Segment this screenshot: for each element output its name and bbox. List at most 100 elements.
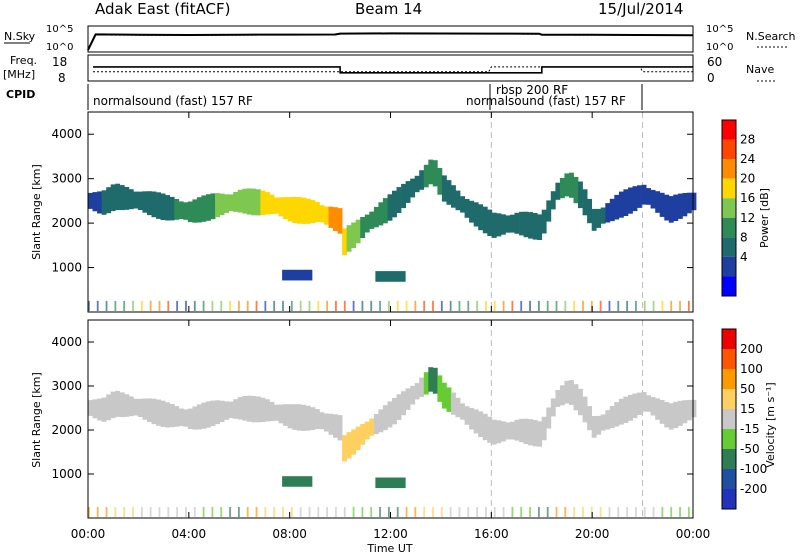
x-axis-ticks: 00:00 04:00 08:00 12:00 16:00 20:00 00:00 — [71, 112, 710, 541]
power-clutter-cell — [502, 300, 505, 311]
velocity-band-cell — [242, 396, 248, 421]
velocity-colorbar-label: Velocity [m s⁻¹] — [764, 382, 777, 467]
power-band-cell — [355, 219, 361, 244]
power-band-cell — [537, 214, 543, 240]
velocity-clutter-cell — [114, 507, 117, 517]
power-band-cell — [206, 194, 211, 221]
velocity-band-cell — [451, 392, 456, 415]
power-clutter-cell — [211, 300, 214, 311]
velocity-band-cell — [201, 402, 207, 429]
velocity-clutter-cell — [176, 507, 179, 517]
velocity-clutter-cell — [202, 507, 205, 517]
velocity-band-cell — [664, 401, 670, 428]
velocity-band-cell — [137, 398, 143, 417]
power-clutter-cell — [88, 300, 90, 311]
velocity-band-cell — [496, 420, 502, 444]
power-band-cell — [541, 209, 547, 234]
power-band-cell — [137, 191, 143, 210]
power-y-axis-label: Slant Range [km] — [30, 164, 43, 260]
velocity-clutter-cell — [343, 507, 346, 517]
velocity-band-cell — [573, 384, 579, 411]
velocity-band-cell — [296, 404, 302, 431]
power-band-cell — [569, 172, 574, 198]
power-band-cell — [578, 181, 583, 209]
velocity-clutter-cell — [396, 507, 399, 517]
power-band-cell — [160, 193, 166, 220]
velocity-band-cell — [609, 406, 615, 429]
power-band-cell — [283, 197, 288, 219]
velocity-band-cell — [487, 416, 493, 443]
power-band-cell — [668, 196, 674, 223]
velocity-band-cell — [646, 395, 651, 412]
velocity-band-cell — [637, 392, 642, 415]
power-band-cell — [596, 208, 602, 228]
velocity-colorbar-segment — [722, 449, 736, 469]
velocity-colorbar-segment — [722, 329, 736, 349]
velocity-band-cell — [686, 399, 692, 421]
noise-panel-frame — [87, 25, 694, 53]
velocity-band-cell — [382, 405, 388, 431]
velocity-colorbar-tick: -15 — [740, 422, 760, 436]
velocity-band-cell — [405, 388, 411, 410]
power-band-cell — [319, 205, 325, 223]
freq-right-label: Nave — [746, 63, 774, 76]
power-band-cell — [251, 188, 257, 216]
velocity-band-cell — [614, 402, 620, 427]
velocity-band-cell — [392, 397, 397, 425]
velocity-band-cell — [682, 400, 688, 424]
power-band-cell — [97, 191, 102, 214]
velocity-band-cell — [237, 397, 243, 420]
velocity-band-cell — [460, 403, 465, 420]
power-clutter-cell — [96, 300, 99, 311]
power-clutter-cell — [537, 300, 540, 311]
power-band-cell — [351, 222, 357, 248]
velocity-band-cell — [677, 400, 683, 426]
power-band-cell — [260, 190, 266, 216]
power-band-cell — [255, 189, 261, 216]
power-band-cell — [469, 200, 474, 223]
velocity-y-axis-label: Slant Range [km] — [30, 372, 43, 468]
velocity-band-cell — [491, 419, 497, 445]
velocity-band-cell — [605, 410, 611, 430]
power-band-cell — [587, 198, 592, 224]
power-clutter-cell — [414, 300, 417, 311]
velocity-colorbar-segment — [722, 369, 736, 389]
power-clutter-cell — [432, 300, 434, 311]
power-band-cell — [342, 228, 347, 255]
power-colorbar-tick: 28 — [740, 133, 755, 147]
velocity-band-cell — [437, 375, 443, 402]
power-band-cell — [292, 197, 298, 223]
power-clutter-cell — [467, 300, 470, 311]
velocity-band-cell — [578, 388, 583, 416]
power-band-cell — [500, 214, 506, 235]
velocity-band-cell — [587, 406, 592, 431]
velocity-band-cell — [292, 404, 298, 430]
power-clutter-cell — [643, 300, 646, 311]
velocity-clutter-cell — [476, 507, 479, 517]
power-clutter-cell — [396, 300, 399, 311]
power-band-cell — [659, 192, 665, 217]
power-clutter-cell — [220, 300, 223, 311]
velocity-band-cell — [174, 406, 180, 427]
noise-series-search — [87, 33, 694, 51]
power-band-cell — [650, 189, 656, 209]
velocity-band-cell — [224, 401, 229, 420]
power-band-cell — [609, 198, 615, 222]
velocity-band-cell — [323, 413, 329, 432]
power-band-cell — [278, 197, 284, 217]
power-band-cell — [323, 206, 329, 225]
power-colorbar-segment — [722, 139, 736, 160]
cpid-label: CPID — [6, 88, 35, 101]
velocity-clutter-cell — [520, 507, 523, 517]
velocity-clutter-cell — [687, 507, 690, 517]
power-band-cell — [473, 202, 479, 227]
power-clutter-cell — [176, 300, 179, 311]
power-band-cell — [287, 197, 293, 222]
power-clutter-cell — [476, 300, 479, 311]
velocity-clutter-cell — [317, 507, 320, 517]
power-band-cell — [505, 215, 511, 233]
velocity-band-cell — [541, 416, 547, 441]
power-band-cell — [628, 187, 633, 214]
power-y-tick-label: 2000 — [51, 216, 82, 230]
power-panel: 4000 3000 2000 1000 Slant Range [km] 28 24 20… — [30, 111, 771, 313]
